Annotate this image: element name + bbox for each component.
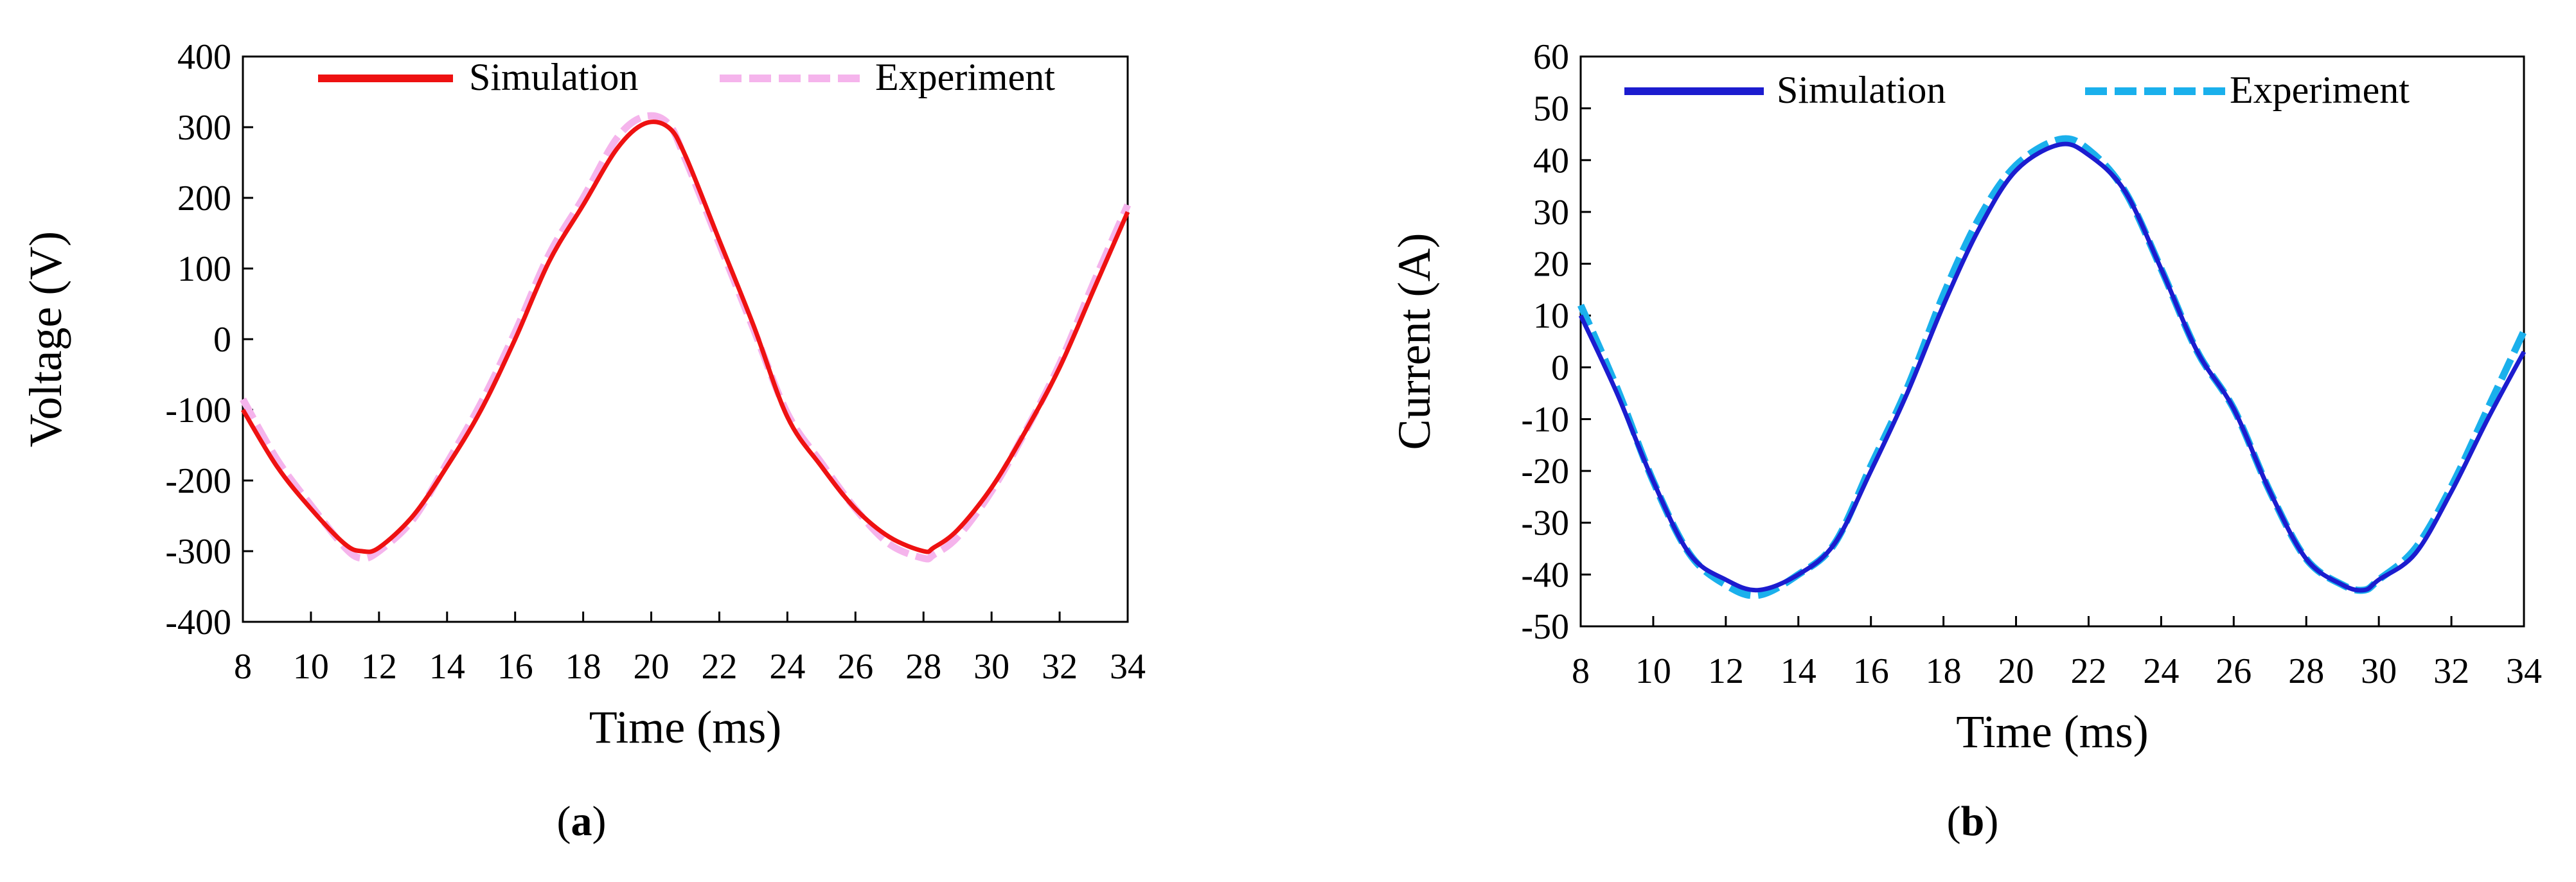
x-tick-label: 16 xyxy=(497,647,533,687)
y-tick-label: -200 xyxy=(165,461,231,501)
panel-caption-letter: b xyxy=(1961,798,1985,845)
series-line-simulation-a xyxy=(241,119,1130,554)
y-tick-label: -30 xyxy=(1521,504,1569,543)
x-tick-label: 18 xyxy=(1926,651,1962,691)
legend-label-experiment-a: Experiment xyxy=(875,56,1055,98)
x-tick-label: 24 xyxy=(2143,651,2179,691)
x-tick-label: 24 xyxy=(769,647,805,687)
x-tick-label: 10 xyxy=(293,647,329,687)
x-tick-label: 20 xyxy=(1998,651,2034,691)
y-tick-label: -100 xyxy=(165,391,231,430)
chart-panel-b: -50 -40 -30 -20 -10 0 10 20 30 40 50 60 8 10 12 14 16 18 2… xyxy=(1389,37,2542,845)
series-line-experiment-a xyxy=(240,112,1132,563)
x-tick-label: 32 xyxy=(1042,647,1078,687)
plot-frame-a xyxy=(242,55,1129,623)
x-axis-label: Time (ms) xyxy=(589,701,781,753)
x-tick-label: 8 xyxy=(234,647,252,687)
y-tick-label: 10 xyxy=(1533,296,1569,336)
legend-label-simulation-b: Simulation xyxy=(1777,69,1946,111)
panel-caption-b: (b) xyxy=(1947,798,1999,845)
x-tick-label: 14 xyxy=(1781,651,1817,691)
panel-caption-letter: a xyxy=(571,798,592,845)
plot-frame-b xyxy=(1579,55,2525,628)
x-tick-label: 26 xyxy=(2216,651,2252,691)
x-tick-label: 22 xyxy=(2070,651,2106,691)
x-tick-label: 12 xyxy=(361,647,397,687)
y-tick-label: -10 xyxy=(1521,400,1569,439)
panel-caption-a: (a) xyxy=(557,798,607,845)
y-tick-label: 40 xyxy=(1533,141,1569,181)
y-tick-label: 100 xyxy=(177,249,231,289)
y-tick-label: 50 xyxy=(1533,89,1569,129)
y-tick-label: -40 xyxy=(1521,555,1569,595)
y-tick-label: 400 xyxy=(177,37,231,77)
x-tick-label: 26 xyxy=(837,647,873,687)
x-tick-label: 18 xyxy=(565,647,601,687)
x-tick-label: 12 xyxy=(1708,651,1744,691)
y-tick-label: 20 xyxy=(1533,245,1569,285)
x-tick-label: 14 xyxy=(429,647,465,687)
y-tick-label: 200 xyxy=(177,179,231,218)
y-tick-label: 0 xyxy=(1551,348,1569,388)
x-tick-label: 20 xyxy=(634,647,670,687)
y-tick-label: -50 xyxy=(1521,607,1569,647)
y-tick-label: 300 xyxy=(177,108,231,148)
y-tick-label: -400 xyxy=(165,603,231,642)
y-axis-label: Voltage (V) xyxy=(20,231,71,448)
x-axis-label: Time (ms) xyxy=(1956,706,2148,757)
x-tick-label: 34 xyxy=(2506,651,2542,691)
x-tick-label: 22 xyxy=(701,647,737,687)
x-tick-label: 30 xyxy=(2361,651,2397,691)
series-line-simulation-b xyxy=(1578,141,2527,593)
x-tick-label: 28 xyxy=(2288,651,2324,691)
x-tick-label: 32 xyxy=(2433,651,2469,691)
x-tick-label: 8 xyxy=(1572,651,1590,691)
y-axis-label: Current (A) xyxy=(1389,233,1440,450)
y-tick-label: 30 xyxy=(1533,193,1569,233)
x-tick-label: 34 xyxy=(1110,647,1146,687)
x-tick-label: 16 xyxy=(1853,651,1889,691)
y-tick-label: 60 xyxy=(1533,37,1569,77)
y-tick-label: -20 xyxy=(1521,452,1569,491)
chart-panel-a: -400 -300 -200 -100 0 100 200 300 400 8 10 12 14 16 18… xyxy=(20,37,1146,845)
x-tick-label: 28 xyxy=(905,647,941,687)
y-tick-label: -300 xyxy=(165,532,231,572)
legend-label-simulation-a: Simulation xyxy=(469,56,638,98)
x-tick-label: 10 xyxy=(1635,651,1671,691)
y-tick-label: 0 xyxy=(213,320,231,360)
x-tick-label: 30 xyxy=(973,647,1009,687)
legend-label-experiment-b: Experiment xyxy=(2230,69,2410,111)
series-line-experiment-b xyxy=(1577,135,2527,599)
